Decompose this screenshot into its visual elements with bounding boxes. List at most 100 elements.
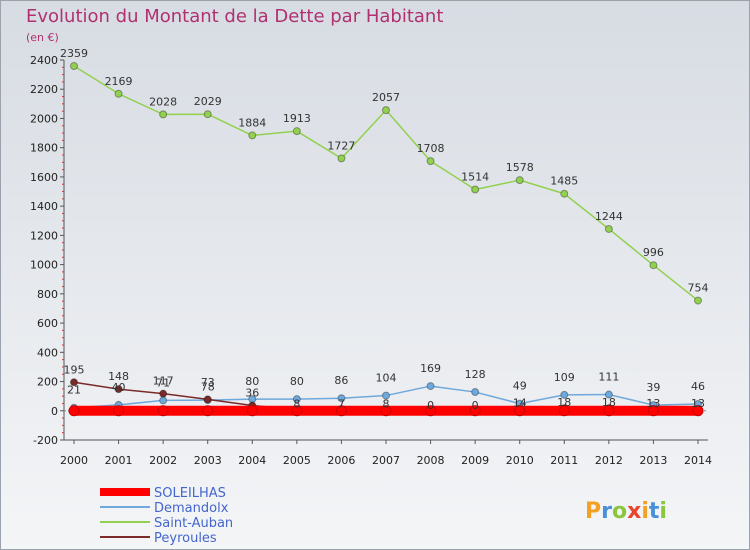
x-tick-label: 2001	[105, 454, 133, 467]
data-label-saint-auban: 2169	[105, 75, 133, 88]
data-label-saint-auban: 2057	[372, 91, 400, 104]
data-label-peyroules: 7	[338, 398, 345, 411]
data-label-demandolx: 71	[156, 376, 170, 389]
data-label-peyroules: 13	[691, 397, 705, 410]
point-soleilhas	[469, 405, 481, 417]
data-label-saint-auban: 1514	[461, 170, 489, 183]
legend-label-saint-auban: Saint-Auban	[154, 516, 233, 531]
y-tick-label: 2400	[30, 54, 58, 67]
chart-title: Evolution du Montant de la Dette par Hab…	[26, 6, 443, 27]
point-soleilhas	[558, 405, 570, 417]
data-label-demandolx: 86	[334, 374, 348, 387]
data-label-demandolx: 80	[245, 375, 259, 388]
data-label-saint-auban: 1727	[327, 139, 355, 152]
legend-label-peyroules: Peyroules	[154, 531, 217, 546]
point-peyroules	[159, 389, 168, 398]
point-soleilhas	[113, 405, 125, 417]
data-label-saint-auban: 2359	[60, 47, 88, 60]
data-label-peyroules: 18	[557, 396, 571, 409]
point-peyroules	[203, 395, 212, 404]
x-tick-label: 2005	[283, 454, 311, 467]
data-label-demandolx: 128	[465, 368, 486, 381]
legend-label-soleilhas: SOLEILHAS	[154, 486, 226, 501]
y-tick-label: 1800	[30, 142, 58, 155]
y-tick-label: 0	[51, 405, 58, 418]
data-label-saint-auban: 1884	[238, 116, 266, 129]
point-soleilhas	[692, 405, 704, 417]
x-tick-label: 2008	[417, 454, 445, 467]
point-saint-auban	[515, 176, 524, 185]
x-tick-label: 2012	[595, 454, 623, 467]
data-label-peyroules: 148	[108, 370, 129, 383]
point-soleilhas	[68, 405, 80, 417]
x-tick-label: 2011	[550, 454, 578, 467]
data-label-demandolx: 104	[376, 372, 397, 385]
y-tick-label: 200	[37, 376, 58, 389]
data-label-peyroules: 18	[602, 396, 616, 409]
axes-layer: -200020040060080010001200140016001800200…	[30, 54, 712, 467]
data-label-saint-auban: 1578	[506, 161, 534, 174]
data-label-saint-auban: 1708	[417, 142, 445, 155]
data-label-peyroules: 195	[64, 363, 85, 376]
x-tick-label: 2000	[60, 454, 88, 467]
point-demandolx	[560, 390, 569, 399]
data-label-saint-auban: 2028	[149, 95, 177, 108]
data-label-peyroules: 8	[383, 398, 390, 411]
data-label-peyroules: 14	[513, 397, 527, 410]
point-demandolx	[292, 395, 301, 404]
point-saint-auban	[471, 185, 480, 194]
point-soleilhas	[246, 405, 258, 417]
point-soleilhas	[603, 405, 615, 417]
y-tick-label: 2000	[30, 112, 58, 125]
data-label-demandolx: 40	[112, 381, 126, 394]
y-tick-label: 2200	[30, 83, 58, 96]
x-tick-label: 2002	[149, 454, 177, 467]
series-layer	[68, 61, 704, 417]
data-label-saint-auban: 2029	[194, 95, 222, 108]
point-saint-auban	[70, 61, 78, 70]
y-tick-label: 600	[37, 317, 58, 330]
point-saint-auban	[203, 110, 212, 119]
data-label-demandolx: 80	[290, 375, 304, 388]
x-tick-label: 2006	[327, 454, 355, 467]
x-tick-label: 2013	[639, 454, 667, 467]
point-demandolx	[337, 394, 346, 403]
data-label-peyroules: 78	[201, 380, 215, 393]
point-soleilhas	[291, 405, 303, 417]
point-demandolx	[604, 390, 613, 399]
data-label-saint-auban: 1485	[550, 175, 578, 188]
point-demandolx	[471, 388, 480, 397]
data-label-peyroules: 117	[153, 375, 174, 388]
data-label-peyroules: 8	[293, 398, 300, 411]
x-tick-label: 2009	[461, 454, 489, 467]
data-label-saint-auban: 996	[643, 246, 664, 259]
point-demandolx	[426, 382, 435, 391]
data-label-demandolx: 73	[201, 376, 215, 389]
point-peyroules	[114, 385, 123, 394]
chart-subtitle: (en €)	[26, 31, 59, 44]
point-soleilhas	[647, 405, 659, 417]
y-tick-label: 1000	[30, 259, 58, 272]
point-saint-auban	[382, 106, 390, 115]
point-saint-auban	[649, 261, 658, 270]
point-saint-auban	[426, 157, 435, 166]
point-soleilhas	[335, 405, 347, 417]
point-soleilhas	[380, 405, 392, 417]
y-tick-label: 1200	[30, 229, 58, 242]
proxiti-logo: Proxiti	[585, 499, 667, 524]
x-tick-label: 2014	[684, 454, 712, 467]
y-tick-label: 1600	[30, 171, 58, 184]
data-labels-layer: 2359 2169 2028 2029 1884 1913 1727 2057 1708 1514…	[60, 47, 709, 412]
point-saint-auban	[560, 189, 569, 198]
data-label-peyroules: 13	[646, 397, 660, 410]
data-label-demandolx: 109	[554, 371, 575, 384]
data-label-demandolx: 111	[598, 371, 619, 384]
point-peyroules	[70, 378, 78, 387]
y-tick-label: -200	[33, 434, 58, 447]
point-demandolx	[382, 391, 390, 400]
data-label-peyroules: 36	[245, 387, 259, 400]
point-demandolx	[159, 396, 168, 405]
y-tick-label: 400	[37, 346, 58, 359]
